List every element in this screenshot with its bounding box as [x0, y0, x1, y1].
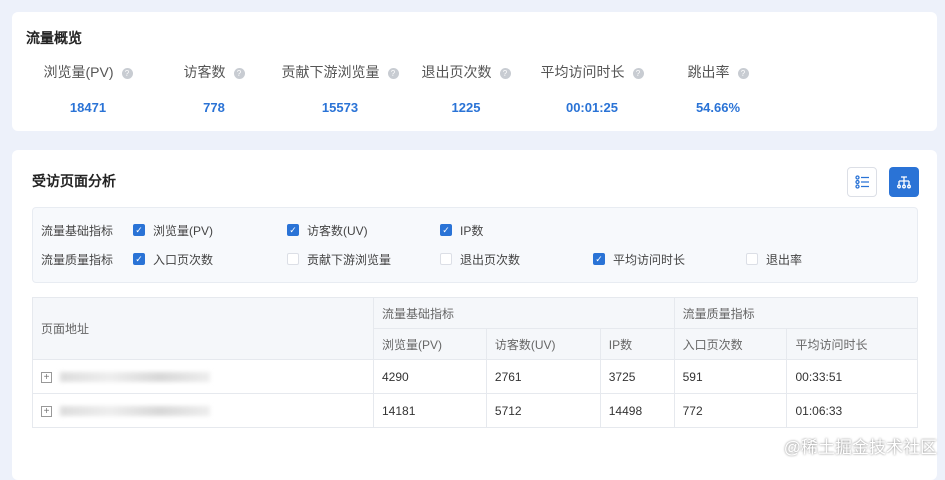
- filter-group-label: 流量基础指标: [41, 223, 114, 238]
- table-cell: 591: [673, 359, 788, 394]
- filter-checkbox[interactable]: ✓ IP数: [440, 222, 483, 239]
- checkbox-label: 浏览量(PV): [153, 223, 214, 238]
- checked-checkbox-icon[interactable]: ✓: [287, 224, 299, 236]
- unchecked-checkbox-icon[interactable]: [440, 253, 452, 265]
- blurred-page-url: [60, 372, 210, 383]
- column-header[interactable]: 入口页次数: [673, 328, 788, 360]
- column-header[interactable]: IP数: [599, 328, 675, 360]
- tree-view-button[interactable]: [889, 167, 919, 197]
- help-icon[interactable]: ?: [737, 67, 749, 79]
- metric-label: 浏览量(PV): [43, 64, 114, 80]
- metric-4: 平均访问时长? 00:01:25: [529, 62, 655, 115]
- group-basic: 流量基础指标: [373, 297, 675, 329]
- overview-card: 流量概览 浏览量(PV)? 18471 访客数? 778 贡献下游浏览量? 15…: [12, 12, 937, 131]
- metric-value: 18471: [69, 100, 107, 115]
- checkbox-label: 贡献下游浏览量: [307, 252, 392, 267]
- watermark: @稀土掘金技术社区: [783, 438, 937, 457]
- page-table: 页面地址 流量基础指标 流量质量指标 浏览量(PV) 访客数(UV) IP数 入口页次…: [32, 297, 919, 428]
- table-cell: 01:06:33: [786, 393, 918, 428]
- table-cell: 3725: [599, 359, 675, 394]
- filter-checkbox[interactable]: ✓ 访客数(UV): [287, 222, 368, 239]
- unchecked-checkbox-icon[interactable]: [287, 253, 299, 265]
- metric-1: 访客数? 778: [151, 62, 277, 115]
- metric-value: 54.66%: [695, 100, 741, 115]
- checkbox-label: 访客数(UV): [307, 223, 368, 238]
- metric-value: 15573: [321, 100, 359, 115]
- table-row: +14181 5712 14498 772 01:06:33: [32, 393, 918, 428]
- metric-filter-panel: 流量基础指标 ✓ 浏览量(PV) ✓ 访客数(UV) ✓ IP数流量质量指标 ✓ 入口页次数 贡献…: [32, 207, 918, 283]
- filter-checkbox[interactable]: ✓ 入口页次数: [133, 251, 213, 268]
- help-icon[interactable]: ?: [632, 67, 644, 79]
- blurred-page-url: [60, 406, 210, 417]
- filter-checkbox[interactable]: 退出页次数: [440, 251, 520, 268]
- filter-checkbox[interactable]: 贡献下游浏览量: [287, 251, 391, 268]
- table-cell: 00:33:51: [786, 359, 918, 394]
- page-analysis-card: 受访页面分析 流量基础指标 ✓ 浏览量(PV) ✓ 访客数(UV) ✓ IP数 流量质量指标 ✓…: [12, 150, 937, 480]
- col-page-address: 页面地址: [32, 297, 374, 360]
- filter-checkbox[interactable]: ✓ 浏览量(PV): [133, 222, 213, 239]
- analysis-title: 受访页面分析: [32, 173, 116, 189]
- table-cell: 14181: [373, 393, 487, 428]
- checkbox-label: IP数: [460, 223, 484, 238]
- checkbox-label: 退出页次数: [460, 252, 521, 267]
- filter-checkbox[interactable]: 退出率: [746, 251, 802, 268]
- tree-icon: [897, 176, 911, 189]
- help-icon[interactable]: ?: [121, 67, 133, 79]
- filter-checkbox[interactable]: ✓ 平均访问时长: [593, 251, 685, 268]
- metric-label: 退出页次数: [421, 64, 492, 80]
- filter-row: 流量基础指标 ✓ 浏览量(PV) ✓ 访客数(UV) ✓ IP数: [41, 220, 921, 240]
- metric-label: 贡献下游浏览量: [281, 64, 380, 80]
- table-row: +4290 2761 3725 591 00:33:51: [32, 359, 918, 394]
- overview-title: 流量概览: [26, 30, 82, 46]
- column-header[interactable]: 平均访问时长: [786, 328, 918, 360]
- list-view-button[interactable]: [847, 167, 877, 197]
- metric-3: 退出页次数? 1225: [403, 62, 529, 115]
- metric-label: 平均访问时长: [540, 64, 625, 80]
- checkbox-label: 退出率: [766, 252, 803, 267]
- help-icon[interactable]: ?: [499, 67, 511, 79]
- expand-icon[interactable]: +: [41, 371, 52, 383]
- table-cell: 14498: [599, 393, 675, 428]
- table-cell: 2761: [485, 359, 601, 394]
- column-header[interactable]: 访客数(UV): [485, 328, 601, 360]
- checked-checkbox-icon[interactable]: ✓: [440, 224, 452, 236]
- checkbox-label: 入口页次数: [153, 252, 214, 267]
- metric-2: 贡献下游浏览量? 15573: [277, 62, 403, 115]
- metric-label: 访客数: [183, 64, 226, 80]
- table-cell: 5712: [485, 393, 601, 428]
- expand-icon[interactable]: +: [41, 405, 52, 417]
- group-quality: 流量质量指标: [673, 297, 919, 329]
- metric-value: 1225: [451, 100, 481, 115]
- help-icon[interactable]: ?: [233, 67, 245, 79]
- column-header[interactable]: 浏览量(PV): [373, 328, 487, 360]
- table-cell: 4290: [373, 359, 487, 394]
- metric-0: 浏览量(PV)? 18471: [25, 62, 151, 115]
- metric-5: 跳出率? 54.66%: [655, 62, 781, 115]
- metric-value: 00:01:25: [565, 100, 619, 115]
- checked-checkbox-icon[interactable]: ✓: [133, 224, 145, 236]
- filter-group-label: 流量质量指标: [41, 252, 114, 267]
- filter-row: 流量质量指标 ✓ 入口页次数 贡献下游浏览量 退出页次数 ✓ 平均访问时长 退出率: [41, 249, 921, 269]
- metric-value: 778: [203, 100, 225, 115]
- checkbox-label: 平均访问时长: [613, 252, 686, 267]
- list-icon: [855, 175, 869, 189]
- table-cell: 772: [673, 393, 788, 428]
- metric-label: 跳出率: [687, 64, 730, 80]
- unchecked-checkbox-icon[interactable]: [746, 253, 758, 265]
- checked-checkbox-icon[interactable]: ✓: [593, 253, 605, 265]
- help-icon[interactable]: ?: [387, 67, 399, 79]
- checked-checkbox-icon[interactable]: ✓: [133, 253, 145, 265]
